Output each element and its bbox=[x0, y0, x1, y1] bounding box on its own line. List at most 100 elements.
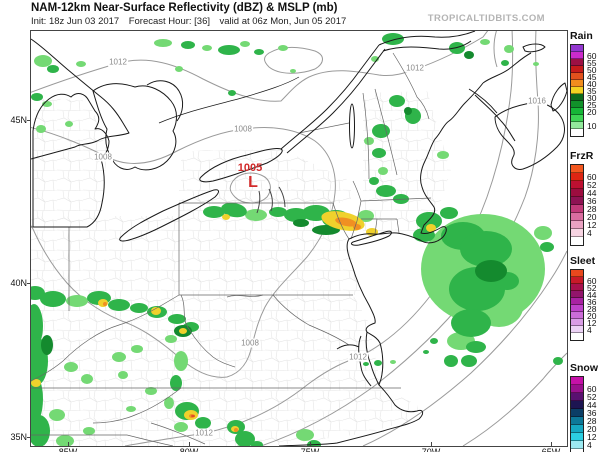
radar-cell bbox=[240, 41, 250, 47]
radar-cell bbox=[126, 406, 136, 412]
legend-tick-label: 30 bbox=[587, 92, 597, 103]
radar-cell bbox=[175, 66, 183, 72]
radar-cell bbox=[475, 260, 507, 282]
legend-segment bbox=[571, 385, 583, 393]
radar-cell bbox=[293, 219, 309, 227]
legend-title-sleet: Sleet bbox=[570, 255, 596, 267]
legend-segment bbox=[571, 165, 583, 173]
radar-cell bbox=[168, 314, 186, 324]
radar-cell bbox=[290, 69, 296, 73]
legend-tick-label: 20 bbox=[587, 212, 597, 222]
radar-cell bbox=[371, 56, 379, 62]
radar-cell bbox=[390, 360, 396, 364]
legend-segment bbox=[571, 221, 583, 229]
legend-title-frzr: FrzR bbox=[570, 150, 594, 162]
legend-segment bbox=[571, 291, 583, 298]
legend-segment bbox=[571, 425, 583, 433]
legend-segment bbox=[571, 393, 583, 401]
radar-cell bbox=[179, 328, 187, 334]
radar-cell bbox=[174, 422, 188, 432]
legend-tick-label: 52 bbox=[587, 282, 597, 293]
radar-cell bbox=[108, 299, 130, 311]
legend-segment bbox=[571, 80, 583, 87]
legend-tick-label: 4 bbox=[587, 228, 592, 238]
radar-cell bbox=[103, 302, 107, 306]
radar-cell bbox=[36, 125, 46, 133]
radar-cell bbox=[221, 202, 247, 218]
map-svg bbox=[31, 31, 567, 446]
legend-colorbar-rain: 60 55 50 45 40 35 30 25 20 10 bbox=[570, 44, 596, 137]
county-texture-layer bbox=[31, 91, 451, 446]
lat-axis-tick bbox=[27, 120, 31, 121]
legend-tick-label: 50 bbox=[587, 64, 597, 75]
radar-cell bbox=[460, 231, 512, 267]
legend-title-rain: Rain bbox=[570, 30, 593, 42]
legend-tick-label: 44 bbox=[587, 400, 597, 410]
trough-marks bbox=[256, 186, 286, 214]
radar-cell bbox=[181, 41, 195, 49]
radar-cell bbox=[228, 90, 236, 96]
radar-cell bbox=[284, 208, 308, 222]
lon-axis-tick bbox=[431, 442, 432, 446]
legend-segment bbox=[571, 326, 583, 333]
radar-cell bbox=[31, 415, 50, 446]
legend-tick-label: 44 bbox=[587, 289, 597, 300]
legend-tick-label: 36 bbox=[587, 196, 597, 206]
legend-tick-label: 52 bbox=[587, 180, 597, 190]
legend-title-snow: Snow bbox=[570, 362, 598, 374]
radar-cell bbox=[461, 355, 477, 367]
legend-tick-label: 45 bbox=[587, 71, 597, 82]
radar-cell bbox=[353, 224, 361, 230]
lon-axis-tick bbox=[189, 442, 190, 446]
legend-tick-label: 35 bbox=[587, 85, 597, 96]
legend-tick-label: 28 bbox=[587, 204, 597, 214]
legend-tick-label: 40 bbox=[587, 78, 597, 89]
radar-cell bbox=[130, 303, 148, 313]
radar-cell bbox=[335, 217, 357, 227]
radar-cell bbox=[312, 225, 340, 235]
radar-cell bbox=[83, 427, 95, 435]
legend-segment bbox=[571, 66, 583, 73]
radar-cell bbox=[251, 441, 263, 446]
lon-axis-label: 75W bbox=[300, 447, 320, 452]
legend-tick-label: 20 bbox=[587, 106, 597, 117]
legend-segment bbox=[571, 59, 583, 66]
radar-cell bbox=[451, 309, 491, 337]
legend-segment bbox=[571, 449, 583, 452]
radar-cell bbox=[444, 355, 458, 367]
legend-tick-label: 12 bbox=[587, 317, 597, 328]
lon-axis-label: 85W bbox=[58, 447, 78, 452]
radar-cell bbox=[31, 379, 41, 387]
legend-colorbar-frzr: 60 52 44 36 28 20 12 4 bbox=[570, 164, 596, 246]
forecast-init-info: Init: 18z Jun 03 2017 Forecast Hour: [36… bbox=[31, 16, 347, 27]
legend-tick-label: 52 bbox=[587, 392, 597, 402]
lat-axis-label: 45N bbox=[10, 115, 27, 125]
radar-cell bbox=[533, 62, 539, 66]
radar-cell bbox=[31, 93, 43, 101]
radar-cell bbox=[404, 107, 412, 115]
legend-tick-label: 4 bbox=[587, 440, 592, 450]
legend-segment bbox=[571, 94, 583, 101]
radar-cell bbox=[540, 242, 554, 252]
legend-tick-label: 10 bbox=[587, 120, 597, 131]
radar-cell bbox=[164, 397, 174, 409]
legend-tick-label: 36 bbox=[587, 408, 597, 418]
legend-segment bbox=[571, 312, 583, 319]
radar-cell bbox=[234, 428, 238, 432]
radar-cell bbox=[378, 167, 388, 175]
radar-cell bbox=[56, 435, 74, 446]
radar-cell bbox=[81, 374, 93, 384]
radar-cell bbox=[65, 121, 73, 127]
legend-segment bbox=[571, 129, 583, 136]
radar-reflectivity-layer bbox=[31, 33, 563, 446]
legend-tick-label: 20 bbox=[587, 424, 597, 434]
radar-cell bbox=[426, 224, 436, 232]
radar-cell bbox=[369, 177, 379, 185]
lat-axis-label: 35N bbox=[10, 432, 27, 442]
radar-cell bbox=[195, 417, 211, 429]
radar-cell bbox=[363, 362, 369, 366]
lon-axis-label: 70W bbox=[421, 447, 441, 452]
radar-cell bbox=[296, 429, 314, 441]
legend-tick-label: 4 bbox=[587, 324, 592, 335]
lat-axis-label: 40N bbox=[10, 278, 27, 288]
